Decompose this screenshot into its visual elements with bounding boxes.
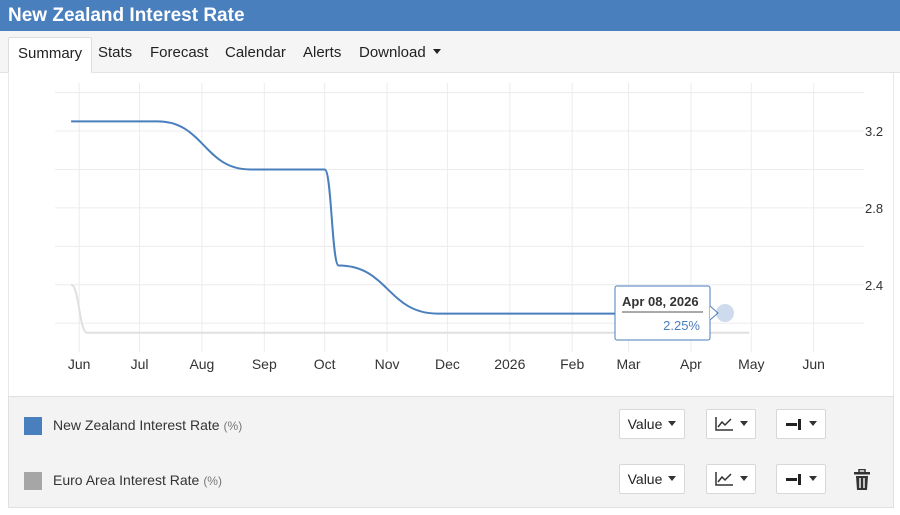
series-name-text: New Zealand Interest Rate [53, 417, 220, 433]
series-line [71, 120, 706, 315]
x-tick-label: Jul [131, 356, 149, 372]
legend-series-name: Euro Area Interest Rate (%) [53, 472, 222, 488]
tab-stats-label: Stats [98, 44, 133, 61]
value-select-label: Value [627, 471, 663, 487]
x-tick-label: 2026 [494, 356, 525, 372]
x-tick-label: Dec [435, 356, 460, 372]
chart-type-select[interactable] [706, 409, 756, 439]
series-color-swatch[interactable] [24, 472, 42, 490]
y-axis-labels: 2.4 2.8 3.2 [865, 124, 883, 293]
x-tick-label: Aug [189, 356, 214, 372]
x-tick-label: Sep [252, 356, 277, 372]
x-tick-label: Jun [802, 356, 825, 372]
tab-download-label: Download [359, 44, 426, 61]
tab-forecast-label: Forecast [150, 44, 209, 61]
y-tick-label: 2.8 [865, 201, 883, 216]
chevron-down-icon [740, 421, 748, 426]
chevron-down-icon [668, 476, 677, 481]
chart-type-select[interactable] [706, 464, 756, 494]
tab-calendar[interactable]: Calendar [216, 37, 295, 73]
y-tick-label: 3.2 [865, 124, 883, 139]
series-line [70, 283, 750, 334]
chevron-down-icon [668, 421, 677, 426]
line-chart-icon [715, 472, 733, 486]
line-chart-icon [715, 417, 733, 431]
chart-series [70, 120, 750, 334]
chevron-down-icon [809, 421, 817, 426]
axis-select[interactable] [776, 409, 826, 439]
series-unit: (%) [203, 474, 222, 488]
x-tick-label: Jun [68, 356, 91, 372]
axis-select[interactable] [776, 464, 826, 494]
tooltip-date: Apr 08, 2026 [622, 294, 699, 309]
chart-tooltip: Apr 08, 2026 2.25% [614, 285, 719, 341]
series-unit: (%) [223, 419, 243, 433]
value-select-label: Value [627, 416, 663, 432]
hover-marker [716, 304, 734, 322]
tab-summary[interactable]: Summary [8, 37, 93, 73]
legend-series-name: New Zealand Interest Rate (%) [53, 417, 242, 433]
chart-grid [55, 83, 864, 352]
y-tick-label: 2.4 [865, 278, 883, 293]
legend-row-nz: New Zealand Interest Rate (%) Value [9, 397, 893, 453]
axis-side-icon [786, 419, 801, 430]
tab-forecast[interactable]: Forecast [141, 37, 217, 73]
chart-panel: Jun Jul Aug Sep Oct Nov Dec 2026 Feb Mar Apr May Jun… [8, 73, 894, 396]
trash-icon[interactable] [853, 469, 871, 491]
chevron-down-icon [432, 49, 441, 54]
value-select[interactable]: Value [619, 464, 685, 494]
tab-bar: Summary Stats Forecast Calendar Alerts D… [0, 31, 900, 73]
tooltip-pointer [709, 305, 719, 321]
tab-download[interactable]: Download [350, 37, 450, 73]
tab-calendar-label: Calendar [225, 44, 286, 61]
x-tick-label: May [738, 356, 764, 372]
x-tick-label: Nov [375, 356, 400, 372]
x-axis-labels: Jun Jul Aug Sep Oct Nov Dec 2026 Feb Mar Apr May Jun [68, 356, 825, 372]
x-tick-label: Apr [680, 356, 702, 372]
tab-summary-label: Summary [18, 45, 83, 62]
x-tick-label: Mar [616, 356, 640, 372]
series-name-text: Euro Area Interest Rate [53, 472, 200, 488]
x-tick-label: Feb [560, 356, 584, 372]
window-title: New Zealand Interest Rate [0, 0, 900, 31]
interest-rate-chart[interactable]: Jun Jul Aug Sep Oct Nov Dec 2026 Feb Mar Apr May Jun… [9, 73, 895, 396]
tab-alerts-label: Alerts [303, 44, 342, 61]
chevron-down-icon [740, 476, 748, 481]
legend-row-euro: Euro Area Interest Rate (%) Value [9, 452, 893, 508]
series-legend: New Zealand Interest Rate (%) Value Euro … [8, 396, 894, 508]
tooltip-value: 2.25% [663, 318, 700, 333]
series-color-swatch[interactable] [24, 417, 42, 435]
axis-side-icon [786, 474, 801, 485]
tab-alerts[interactable]: Alerts [294, 37, 350, 73]
value-select[interactable]: Value [619, 409, 685, 439]
chevron-down-icon [809, 476, 817, 481]
x-tick-label: Oct [314, 356, 336, 372]
tab-stats[interactable]: Stats [89, 37, 141, 73]
